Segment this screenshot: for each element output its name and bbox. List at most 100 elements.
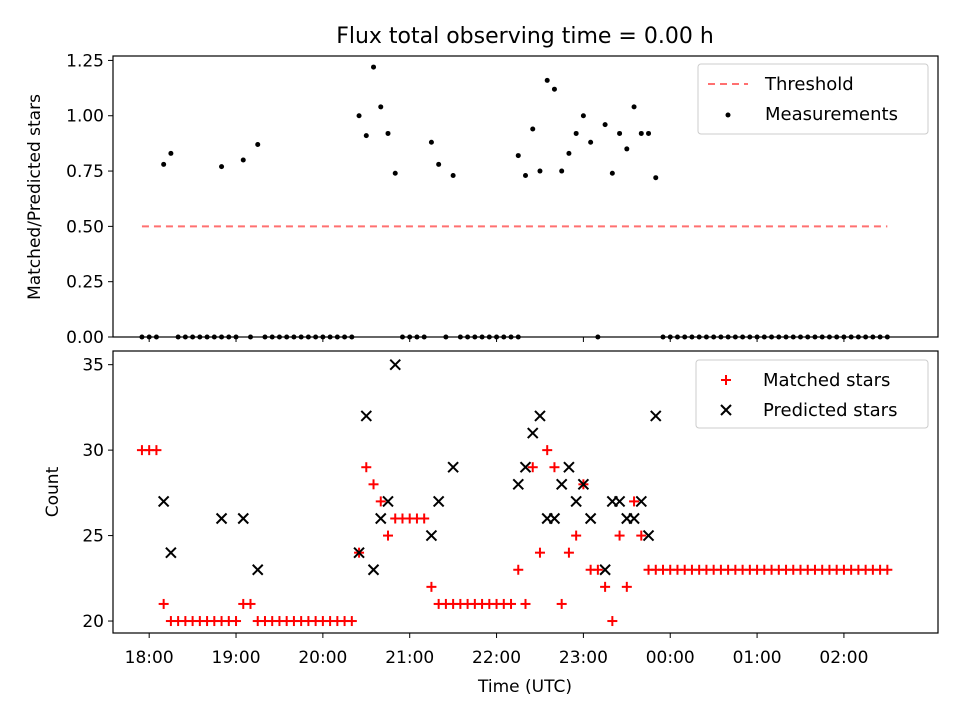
bottom-y-axis-label: Count [43,466,63,517]
predicted-stars-legend-swatch [720,404,732,416]
top-y-tick-label: 1.00 [66,107,104,127]
predicted-star-point [215,512,228,525]
matched-star-point [419,513,430,524]
measurement-point [566,150,572,156]
bottom-x-tick-label: 01:00 [733,648,782,668]
matched-star-point [506,598,517,609]
matched-star-point [614,530,625,541]
predicted-star-point [157,495,170,508]
top-axes-frame [112,55,939,338]
predicted-star-point [642,529,655,542]
predicted-star-point [519,461,532,473]
top-y-tick-label: 1.25 [66,51,104,71]
matched-star-point [882,564,893,575]
matched-star-point [636,530,647,541]
bottom-axes-frame [112,350,939,634]
measurement-point [378,104,384,110]
predicted-star-point [252,564,264,576]
bottom-y-tick-label: 20 [82,612,104,632]
measurement-point [371,64,377,70]
bottom-y-tick-label: 35 [82,356,104,376]
measurement-point [653,175,659,181]
top-panel: Matched/Predicted stars 0.00 0.25 0.50 0.75… [25,51,939,348]
predicted-star-point [584,512,597,525]
matched-stars-series [136,445,893,627]
measurement-point [356,113,362,119]
predicted-star-point [613,495,626,508]
measurement-point [219,164,225,170]
predicted-star-point [389,358,401,371]
matched-star-point [592,564,603,575]
matched-star-point [607,616,618,627]
measurement-point [515,153,521,159]
matched-star-point [556,598,567,609]
predicted-star-point [563,461,575,473]
matched-star-point [534,547,545,558]
bottom-legend: Matched stars Predicted stars [695,359,929,429]
measurement-point [240,157,246,163]
predicted-star-point [635,495,647,508]
matched-star-point [368,479,379,490]
measurement-point [363,133,369,139]
matched-star-point [361,462,372,473]
measurement-point [168,150,174,156]
legend-x-marker [720,404,732,416]
matched-star-point [571,530,582,541]
matched-star-point [549,462,560,473]
measurement-point [602,122,608,128]
top-y-tick-label: 0.00 [66,328,104,348]
measurement-point [530,126,536,132]
matched-star-point [231,616,242,627]
predicted-star-point [650,410,662,422]
predicted-star-point [432,495,445,508]
matched-star-point [375,496,386,507]
predicted-star-point [570,495,582,508]
measurement-point [161,161,167,167]
predicted-star-point [548,512,561,525]
matched-star-point [563,547,574,558]
top-legend: Threshold Measurements [697,63,929,135]
top-y-axis-label: Matched/Predicted stars [25,94,45,300]
measurement-point [436,161,442,167]
bottom-x-tick-label: 00:00 [646,648,695,668]
predicted-star-point [534,410,546,422]
top-y-tick-label: 0.50 [66,217,104,237]
predicted-star-point [382,495,394,508]
measurement-point [609,170,615,176]
matched-star-point [151,445,162,456]
figure-title: Flux total observing time = 0.00 h [336,24,714,49]
measurement-point [580,113,586,119]
predicted-star-point [628,512,640,525]
measurement-point [588,139,594,145]
measurements-series [139,64,890,340]
predicted-star-point [165,546,177,559]
measurement-point [544,77,550,83]
bottom-y-ticks: 20 25 30 35 [82,356,113,632]
matched-star-point [600,581,611,592]
matched-star-point [542,445,553,456]
measurement-point [551,86,557,92]
matched-star-point [158,598,169,609]
predicted-star-point [353,546,365,559]
measurement-point [631,104,637,110]
predicted-star-point [375,512,387,525]
bottom-y-tick-label: 25 [82,527,104,547]
matched-star-point [245,598,256,609]
top-y-tick-label: 0.25 [66,273,104,293]
predicted-stars-series [157,358,662,576]
matched-star-point [621,581,632,592]
measurement-point [624,146,630,152]
matched-stars-legend-label: Matched stars [763,370,890,391]
bottom-x-axis-label: Time (UTC) [477,677,572,697]
matched-star-point [346,616,357,627]
measurement-point [392,170,398,176]
measurement-point [428,139,434,145]
predicted-star-point [237,512,249,525]
matched-star-point [629,496,640,507]
predicted-star-point [555,478,568,491]
measurements-legend-label: Measurements [765,104,898,125]
predicted-star-point [447,461,459,473]
predicted-star-point [527,427,539,439]
bottom-legend-box [695,359,929,429]
